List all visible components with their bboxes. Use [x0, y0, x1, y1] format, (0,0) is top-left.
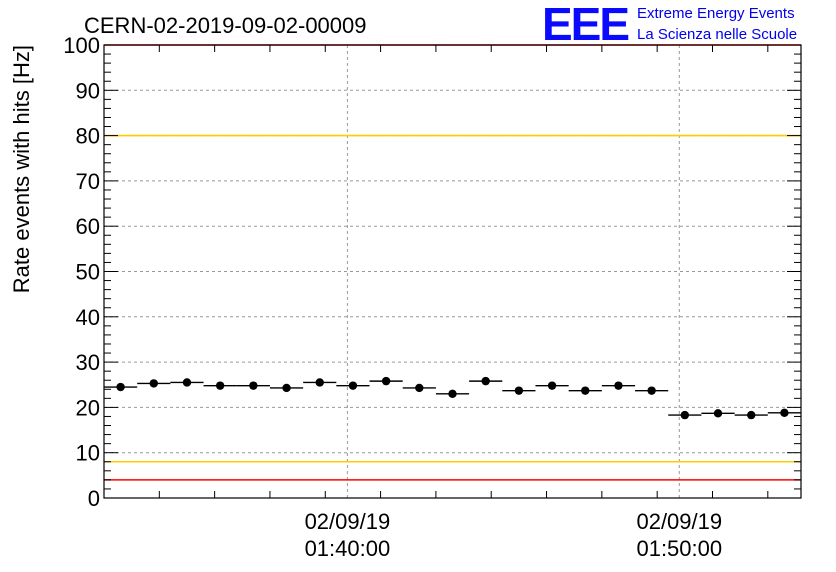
data-point [713, 409, 723, 418]
data-point [315, 378, 324, 387]
data-point [581, 386, 590, 395]
y-tick-label: 50 [76, 260, 100, 285]
y-tick-label: 10 [76, 441, 100, 466]
x-tick-label-date: 02/09/19 [305, 509, 391, 534]
y-tick-label: 20 [76, 395, 100, 420]
logo-line-1: Extreme Energy Events [637, 5, 795, 22]
data-point [182, 378, 192, 387]
chart-title: CERN-02-2019-09-02-00009 [84, 13, 367, 38]
grid [104, 45, 801, 498]
x-tick-label-date: 02/09/19 [636, 509, 722, 534]
data-point [149, 379, 158, 388]
y-tick-label: 80 [76, 124, 100, 149]
data-point [614, 381, 623, 390]
data-point [415, 383, 424, 393]
y-axis-label: Rate events with hits [Hz] [9, 45, 34, 293]
data-point [348, 381, 358, 390]
axis-ticks [103, 44, 801, 499]
data-point [481, 376, 490, 386]
data-point [514, 386, 524, 395]
y-tick-label: 30 [76, 350, 100, 375]
logo-line-2: La Scienza nelle Scuole [637, 26, 797, 43]
logo-mark: EEE [542, 0, 628, 50]
y-tick-label: 100 [63, 33, 100, 58]
y-tick-label: 70 [76, 169, 100, 194]
data-point [680, 410, 690, 420]
data-point [215, 381, 225, 390]
data-point [282, 383, 291, 393]
y-tick-label: 40 [76, 305, 100, 330]
x-tick-label-time: 01:40:00 [305, 536, 391, 561]
y-tick-label: 90 [76, 78, 100, 103]
y-tick-label: 0 [88, 486, 100, 511]
data-point [547, 381, 557, 390]
y-tick-labels: 0 10 20 30 40 50 60 70 80 90 100 [63, 33, 100, 511]
x-tick-label-time: 01:50:00 [636, 536, 722, 561]
data-point [747, 410, 756, 420]
data-point [647, 386, 656, 395]
data-point [116, 382, 125, 392]
data-point [249, 381, 258, 390]
data-point [448, 389, 457, 399]
y-tick-label: 60 [76, 214, 100, 239]
data-series [104, 376, 801, 420]
data-point [381, 376, 391, 386]
eee-logo: EEE Extreme Energy Events La Scienza nel… [542, 0, 797, 50]
data-point [780, 408, 789, 418]
